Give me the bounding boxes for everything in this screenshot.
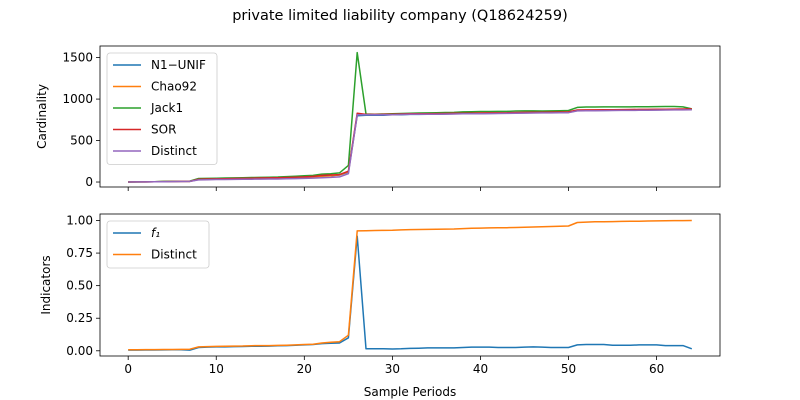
legend-label: f₁ xyxy=(151,226,160,240)
series-group xyxy=(128,51,692,183)
legend-label: Distinct xyxy=(151,144,197,158)
y-tick-label: 0 xyxy=(85,175,93,189)
y-axis-label: Indicators xyxy=(39,255,53,314)
series-line xyxy=(128,219,692,351)
legend-label: N1−UNIF xyxy=(151,58,206,72)
y-tick-label: 500 xyxy=(70,134,93,148)
y-tick-label: 1.00 xyxy=(66,214,93,228)
y-tick-label: 1000 xyxy=(62,92,93,106)
legend-label: Chao92 xyxy=(151,80,197,94)
indicators-panel: 0.00 0.25 0.50 0.75 1.00 0 10 20 30 40 50 60 Indicat… xyxy=(39,213,721,376)
y-tick-label: 1500 xyxy=(62,51,93,65)
series-line xyxy=(128,108,692,183)
legend-label: SOR xyxy=(151,123,176,137)
legend-label: Distinct xyxy=(151,248,197,262)
chart-title: private limited liability company (Q1862… xyxy=(232,8,568,24)
y-tick-label: 0.50 xyxy=(66,279,93,293)
legend-box xyxy=(106,52,218,165)
x-tick-label: 40 xyxy=(473,362,488,376)
legend: f₁ Distinct xyxy=(106,220,210,269)
y-tick-label: 0.75 xyxy=(66,246,93,260)
plot-frame xyxy=(99,213,721,357)
x-tick-label: 0 xyxy=(124,362,132,376)
y-axis-label: Cardinality xyxy=(35,84,49,149)
x-axis-label: Sample Periods xyxy=(364,385,456,399)
y-tick-label: 0.25 xyxy=(66,311,93,325)
legend: N1−UNIF Chao92 Jack1 SOR Distinct xyxy=(106,52,218,165)
x-tick-label: 20 xyxy=(297,362,312,376)
y-tick-label: 0.00 xyxy=(66,344,93,358)
x-tick-label: 10 xyxy=(209,362,224,376)
legend-label: Jack1 xyxy=(150,101,183,115)
x-tick-label: 30 xyxy=(385,362,400,376)
series-group xyxy=(128,219,693,351)
cardinality-panel: 0 500 1000 1500 Cardinality N1−UNIF Chao92 Jack… xyxy=(35,45,721,191)
x-tick-label: 50 xyxy=(561,362,576,376)
plot-frame xyxy=(99,45,721,188)
x-tick-label: 60 xyxy=(649,362,664,376)
